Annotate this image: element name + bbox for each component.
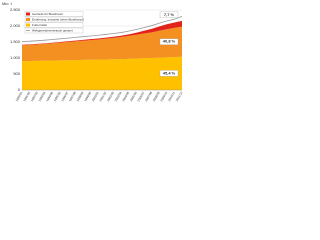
area bbox=[22, 26, 182, 62]
y-tick-label: 0 bbox=[18, 87, 21, 92]
annotation: 45,4 % bbox=[163, 70, 176, 75]
area bbox=[22, 56, 182, 90]
legend-box bbox=[24, 27, 84, 34]
annotation-box bbox=[159, 11, 179, 19]
x-tick-label: 2007/08 bbox=[144, 91, 153, 103]
x-tick-label: 2002/03 bbox=[106, 91, 115, 103]
legend-box bbox=[24, 16, 84, 23]
x-tick-label: 2001/02 bbox=[98, 91, 107, 103]
legend-swatch bbox=[26, 23, 30, 27]
x-tick-label: 2008/09 bbox=[152, 91, 161, 103]
x-tick-label: 1998/99 bbox=[76, 91, 85, 103]
legend-label: Futtermittel bbox=[32, 23, 47, 27]
x-tick-label: 1992/93 bbox=[30, 91, 39, 103]
annotation: 40,8 % bbox=[163, 39, 176, 44]
x-tick-label: 2000/01 bbox=[91, 91, 100, 103]
y-tick-label: 1.000 bbox=[10, 55, 21, 60]
y-tick-label: 2.500 bbox=[10, 7, 21, 12]
legend-label: Weltgetreideverbrauch gesamt bbox=[32, 28, 73, 32]
annotation-box bbox=[159, 70, 179, 77]
x-tick-label: 1997/98 bbox=[68, 91, 77, 103]
annotation-box bbox=[159, 38, 179, 45]
x-tick-label: 2011/12 bbox=[175, 91, 184, 102]
y-tick-label: 2.000 bbox=[10, 23, 21, 28]
legend-label: Getreide für Bioethanol bbox=[32, 12, 63, 16]
x-tick-label: 2006/07 bbox=[137, 91, 146, 103]
x-tick-label: 1995/96 bbox=[53, 91, 62, 103]
x-tick-label: 1991/92 bbox=[22, 91, 31, 103]
legend-swatch bbox=[26, 12, 30, 16]
x-tick-label: 2009/10 bbox=[159, 91, 168, 103]
x-tick-label: 2010/11 bbox=[167, 91, 176, 102]
x-tick-label: 1994/95 bbox=[45, 91, 54, 103]
x-tick-label: 2005/06 bbox=[129, 91, 138, 103]
legend-box bbox=[24, 11, 84, 17]
legend-label: Ernährung, Industrie (ohne Bioethanol) bbox=[32, 17, 84, 21]
x-tick-label: 1996/97 bbox=[60, 91, 69, 103]
y-axis-label: Mio. t bbox=[2, 1, 13, 6]
x-tick-label: 2004/05 bbox=[121, 91, 130, 103]
annotation: 7,7 % bbox=[164, 12, 175, 17]
legend-swatch bbox=[26, 18, 30, 21]
y-tick-label: 1.500 bbox=[10, 39, 21, 44]
y-tick-label: 500 bbox=[13, 71, 20, 76]
x-tick-label: 1999/00 bbox=[83, 91, 92, 103]
chart: Mio. t 05001.0001.5002.0002.5001990/9119… bbox=[2, 1, 184, 103]
x-tick-label: 2003/04 bbox=[114, 91, 123, 103]
legend-box bbox=[24, 22, 84, 28]
total-line bbox=[21, 16, 183, 42]
x-tick-label: 1993/94 bbox=[38, 91, 47, 103]
x-tick-label: 1990/91 bbox=[15, 91, 24, 103]
